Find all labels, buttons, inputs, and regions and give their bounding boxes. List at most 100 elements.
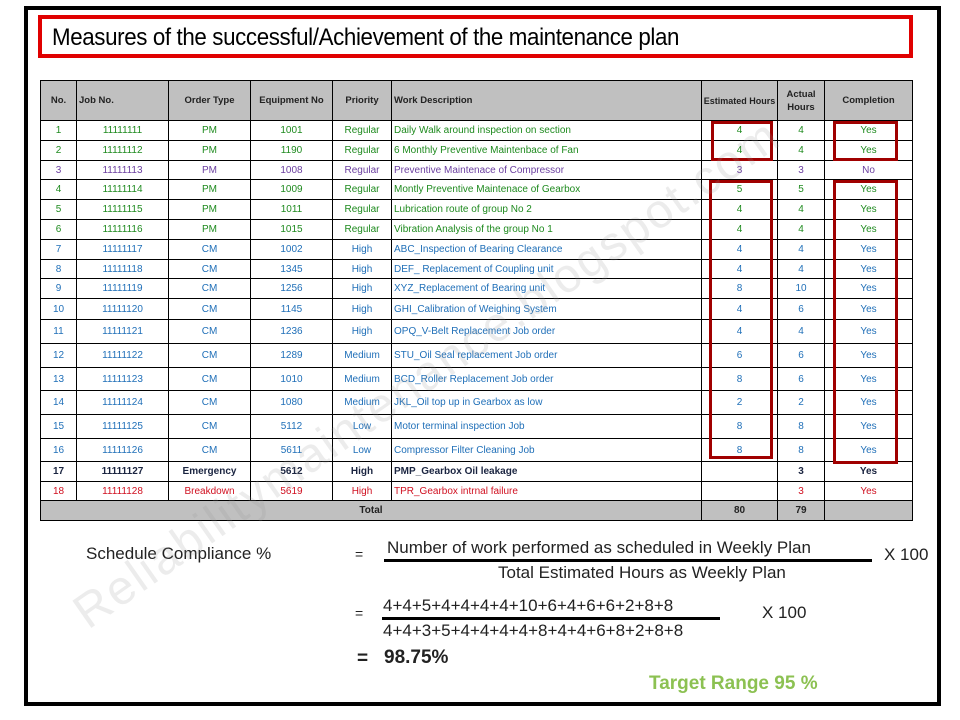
row-estimated-hours: 8 [701,367,778,391]
col-header-work-description: Work Description [391,80,702,121]
row-job-no: 11111120 [76,298,169,320]
row-actual-hours: 3 [777,160,825,180]
row-work-description: OPQ_V-Belt Replacement Job order [391,319,702,344]
row-work-description: JKL_Oil top up in Gearbox as low [391,390,702,415]
row-no: 2 [40,140,77,161]
table-row: 10 11111120 CM 1145 High GHI_Calibration of W… [40,298,913,320]
multiplier-1: X 100 [884,545,929,564]
row-equipment-no: 1010 [250,367,333,391]
row-order-type: CM [168,259,251,279]
table-row: 11 11111121 CM 1236 High OPQ_V-Belt Replaceme… [40,319,913,344]
col-header-estimated-hours: Estimated Hours [701,80,778,121]
table-row: 9 11111119 CM 1256 High XYZ_Replacement of Be… [40,278,913,299]
row-completion: Yes [824,259,913,279]
row-actual-hours: 4 [777,219,825,240]
row-estimated-hours: 8 [701,438,778,462]
row-completion: Yes [824,319,913,344]
row-no: 11 [40,319,77,344]
row-priority: High [332,259,392,279]
row-actual-hours: 6 [777,367,825,391]
row-order-type: PM [168,120,251,141]
row-priority: Regular [332,199,392,220]
row-actual-hours: 4 [777,259,825,279]
table-row: 16 11111126 CM 5611 Low Compressor Filter Cle… [40,438,913,462]
row-no: 9 [40,278,77,299]
row-work-description: XYZ_Replacement of Bearing unit [391,278,702,299]
row-equipment-no: 5112 [250,414,333,439]
row-equipment-no: 1345 [250,259,333,279]
row-work-description: Compressor Filter Cleaning Job [391,438,702,462]
row-work-description: Preventive Maintenace of Compressor [391,160,702,180]
row-equipment-no: 1002 [250,239,333,260]
title-box: Measures of the successful/Achievement o… [38,15,913,58]
row-equipment-no: 1011 [250,199,333,220]
row-priority: Medium [332,343,392,368]
row-no: 5 [40,199,77,220]
multiplier-2: X 100 [762,603,807,622]
row-equipment-no: 1015 [250,219,333,240]
row-estimated-hours: 2 [701,390,778,415]
col-header-actual-hours: Actual Hours [777,80,825,121]
row-job-no: 11111118 [76,259,169,279]
slide-frame [24,6,941,706]
row-order-type: CM [168,438,251,462]
row-actual-hours: 4 [777,120,825,141]
row-work-description: STU_Oil Seal replacement Job order [391,343,702,368]
row-completion: Yes [824,481,913,501]
row-estimated-hours: 5 [701,179,778,200]
row-job-no: 11111112 [76,140,169,161]
total-row: Total 80 79 [40,500,913,521]
row-job-no: 11111113 [76,160,169,180]
row-priority: High [332,319,392,344]
row-priority: Low [332,438,392,462]
maintenance-jobs-table: No. Job No. Order Type Equipment No Prio… [40,80,913,521]
row-actual-hours: 8 [777,438,825,462]
row-estimated-hours [701,481,778,501]
row-order-type: PM [168,179,251,200]
row-no: 17 [40,461,77,482]
row-estimated-hours: 4 [701,259,778,279]
row-completion: Yes [824,219,913,240]
row-no: 16 [40,438,77,462]
row-actual-hours: 4 [777,140,825,161]
table-row: 6 11111116 PM 1015 Regular Vibration Analysis… [40,219,913,240]
row-priority: Medium [332,390,392,415]
row-work-description: Lubrication route of group No 2 [391,199,702,220]
row-estimated-hours: 8 [701,278,778,299]
row-job-no: 11111121 [76,319,169,344]
table-row: 3 11111113 PM 1008 Regular Preventive Mainten… [40,160,913,180]
row-job-no: 11111125 [76,414,169,439]
row-order-type: CM [168,319,251,344]
row-work-description: DEF_ Replacement of Coupling unit [391,259,702,279]
row-no: 12 [40,343,77,368]
row-estimated-hours: 4 [701,239,778,260]
row-completion: Yes [824,140,913,161]
row-order-type: CM [168,239,251,260]
row-equipment-no: 5619 [250,481,333,501]
equals-sign-3: = [357,648,369,669]
row-actual-hours: 2 [777,390,825,415]
table-row: 13 11111123 CM 1010 Medium BCD_Roller Replace… [40,367,913,391]
row-estimated-hours: 4 [701,120,778,141]
row-actual-hours: 6 [777,298,825,320]
compliance-result: 98.75% [384,647,449,668]
row-completion: Yes [824,438,913,462]
row-order-type: PM [168,160,251,180]
equals-sign-2: = [355,605,364,621]
row-order-type: PM [168,140,251,161]
row-no: 10 [40,298,77,320]
row-job-no: 11111111 [76,120,169,141]
row-estimated-hours: 4 [701,140,778,161]
row-no: 14 [40,390,77,415]
total-estimated-hours: 80 [701,500,778,521]
row-completion: Yes [824,367,913,391]
row-work-description: Montly Preventive Maintenace of Gearbox [391,179,702,200]
row-estimated-hours: 4 [701,219,778,240]
row-estimated-hours: 4 [701,298,778,320]
row-no: 6 [40,219,77,240]
fraction-line-1 [384,559,872,562]
row-completion: Yes [824,343,913,368]
row-order-type: CM [168,278,251,299]
row-order-type: Emergency [168,461,251,482]
schedule-compliance-label: Schedule Compliance % [86,544,272,563]
